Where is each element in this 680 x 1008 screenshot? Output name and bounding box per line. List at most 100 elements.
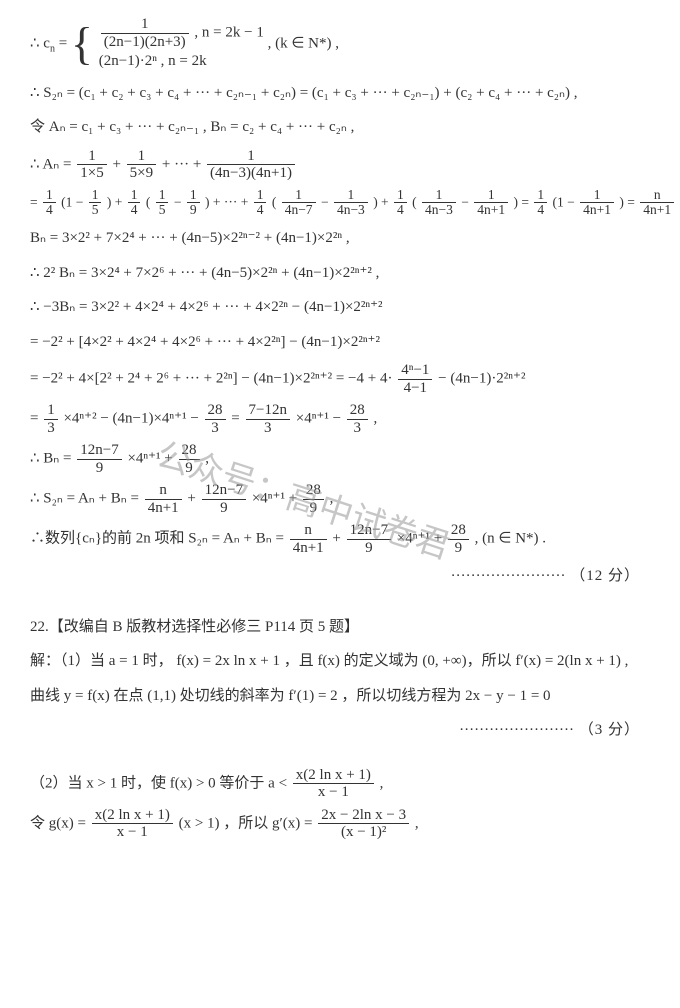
eq-line: = −2² + 4×[2² + 2⁴ + 2⁶ + ··· + 2²ⁿ] − (…	[30, 362, 650, 396]
denominator: 5	[89, 203, 102, 218]
text: =	[231, 411, 243, 427]
text: , (n ∈ N*) .	[475, 531, 546, 547]
denominator: 4n+1	[145, 500, 182, 517]
numerator: x(2 ln x + 1)	[293, 767, 374, 785]
text: (	[272, 194, 277, 209]
denominator: 4	[394, 203, 407, 218]
problem-22-title: 22.【改编自 B 版教材选择性必修三 P114 页 5 题】	[30, 613, 650, 642]
text: −	[174, 194, 185, 209]
denominator: 9	[347, 540, 391, 557]
fraction: 283	[205, 402, 226, 436]
eq-line: 令 Aₙ = c₁ + c₃ + ··· + c₂ₙ₋₁ , Bₙ = c₂ +…	[30, 113, 650, 142]
text: ,	[374, 411, 378, 427]
text: ∴ S₂ₙ = Aₙ + Bₙ =	[30, 491, 143, 507]
cases: 1 (2n−1)(2n+3) , n = 2k − 1 (2n−1)·2ⁿ , …	[99, 16, 264, 73]
text: （2）当 x > 1 时，使 f(x) > 0 等价于 a <	[30, 775, 291, 791]
fraction: 289	[179, 442, 200, 476]
fraction: x(2 ln x + 1)x − 1	[92, 807, 173, 841]
numerator: 1	[534, 188, 547, 204]
denominator: 3	[44, 420, 58, 437]
denominator: 4	[534, 203, 547, 218]
denominator: 9	[187, 203, 200, 218]
denominator: 5	[156, 203, 169, 218]
fraction: 11×5	[77, 148, 106, 182]
text: +	[187, 491, 199, 507]
text: ×4ⁿ⁺¹ +	[252, 491, 301, 507]
text: ∴ c	[30, 36, 50, 52]
text: ,	[205, 451, 209, 467]
text: =	[30, 194, 41, 209]
text: ) +	[107, 194, 126, 209]
text: (1 −	[61, 194, 87, 209]
eq-line: 曲线 y = f(x) 在点 (1,1) 处切线的斜率为 f′(1) = 2 ，…	[30, 682, 650, 711]
denominator: (2n−1)(2n+3)	[101, 34, 189, 51]
denominator: 4n−7	[282, 203, 316, 218]
fraction: 14	[254, 188, 267, 219]
numerator: 28	[179, 442, 200, 460]
fraction: x(2 ln x + 1)x − 1	[293, 767, 374, 801]
text: ) +	[373, 194, 392, 209]
text: +	[332, 531, 344, 547]
denominator: 3	[246, 420, 290, 437]
fraction: 7−12n3	[246, 402, 290, 436]
fraction: 14	[534, 188, 547, 219]
text: ∴数列{cₙ}的前 2n 项和 S₂ₙ = Aₙ + Bₙ =	[30, 531, 288, 547]
denominator: x − 1	[293, 784, 374, 801]
fraction: 283	[347, 402, 368, 436]
text: ,	[330, 491, 334, 507]
fraction: 14	[43, 188, 56, 219]
fraction: 14n+1	[474, 188, 508, 219]
eq-cn-def: ∴ cn = { 1 (2n−1)(2n+3) , n = 2k − 1 (2n…	[30, 16, 650, 73]
text: + ··· +	[162, 156, 205, 172]
denominator: 4	[128, 203, 141, 218]
numerator: 4ⁿ−1	[398, 362, 432, 380]
score-text: （12 分）	[570, 568, 640, 584]
text: ) =	[619, 194, 638, 209]
denominator: 4n+1	[640, 203, 674, 218]
score-text: （3 分）	[579, 722, 640, 738]
numerator: 1	[89, 188, 102, 204]
fraction: 14	[128, 188, 141, 219]
fraction: 4ⁿ−14−1	[398, 362, 432, 396]
text: = −2² + 4×[2² + 2⁴ + 2⁶ + ··· + 2²ⁿ] − (…	[30, 371, 392, 387]
fraction: 14n+1	[580, 188, 614, 219]
eq-line: Bₙ = 3×2² + 7×2⁴ + ··· + (4n−5)×2²ⁿ⁻² + …	[30, 224, 650, 253]
fraction: 289	[303, 482, 324, 516]
numerator: 1	[254, 188, 267, 204]
text: ∴ Aₙ =	[30, 156, 75, 172]
denominator: 4	[254, 203, 267, 218]
fraction: 15	[156, 188, 169, 219]
fraction: 12n−79	[77, 442, 121, 476]
numerator: 28	[448, 522, 469, 540]
numerator: 12n−7	[202, 482, 246, 500]
text: − (4n−1)·2²ⁿ⁺²	[438, 371, 525, 387]
numerator: 1	[156, 188, 169, 204]
denominator: 3	[205, 420, 226, 437]
numerator: 28	[205, 402, 226, 420]
fraction: 1(4n−3)(4n+1)	[207, 148, 295, 182]
eq-line: 令 g(x) = x(2 ln x + 1)x − 1 (x > 1) ，所以 …	[30, 807, 650, 841]
numerator: 1	[43, 188, 56, 204]
numerator: 1	[77, 148, 106, 166]
fraction: n4n+1	[290, 522, 327, 556]
text: ×4ⁿ⁺¹ +	[397, 531, 446, 547]
fraction: 13	[44, 402, 58, 436]
numerator: 2x − 2ln x − 3	[318, 807, 409, 825]
text: (2n−1)·2ⁿ , n = 2k	[99, 50, 264, 73]
numerator: 1	[44, 402, 58, 420]
numerator: 1	[127, 148, 156, 166]
text: ,	[415, 815, 419, 831]
denominator: 4n+1	[290, 540, 327, 557]
numerator: 12n−7	[77, 442, 121, 460]
denominator: 4n−3	[334, 203, 368, 218]
text: −	[321, 194, 332, 209]
dots: ·······················	[451, 568, 566, 584]
text: ×4ⁿ⁺¹ +	[127, 451, 176, 467]
brace-left: {	[71, 26, 93, 63]
eq-line: ∴数列{cₙ}的前 2n 项和 S₂ₙ = Aₙ + Bₙ = n4n+1 + …	[30, 522, 650, 556]
eq-line: ∴ S₂ₙ = (c₁ + c₂ + c₃ + c₄ + ··· + c₂ₙ₋₁…	[30, 79, 650, 108]
denominator: 4n+1	[474, 203, 508, 218]
fraction: 14n−3	[334, 188, 368, 219]
denominator: 9	[179, 460, 200, 477]
denominator: 1×5	[77, 165, 106, 182]
